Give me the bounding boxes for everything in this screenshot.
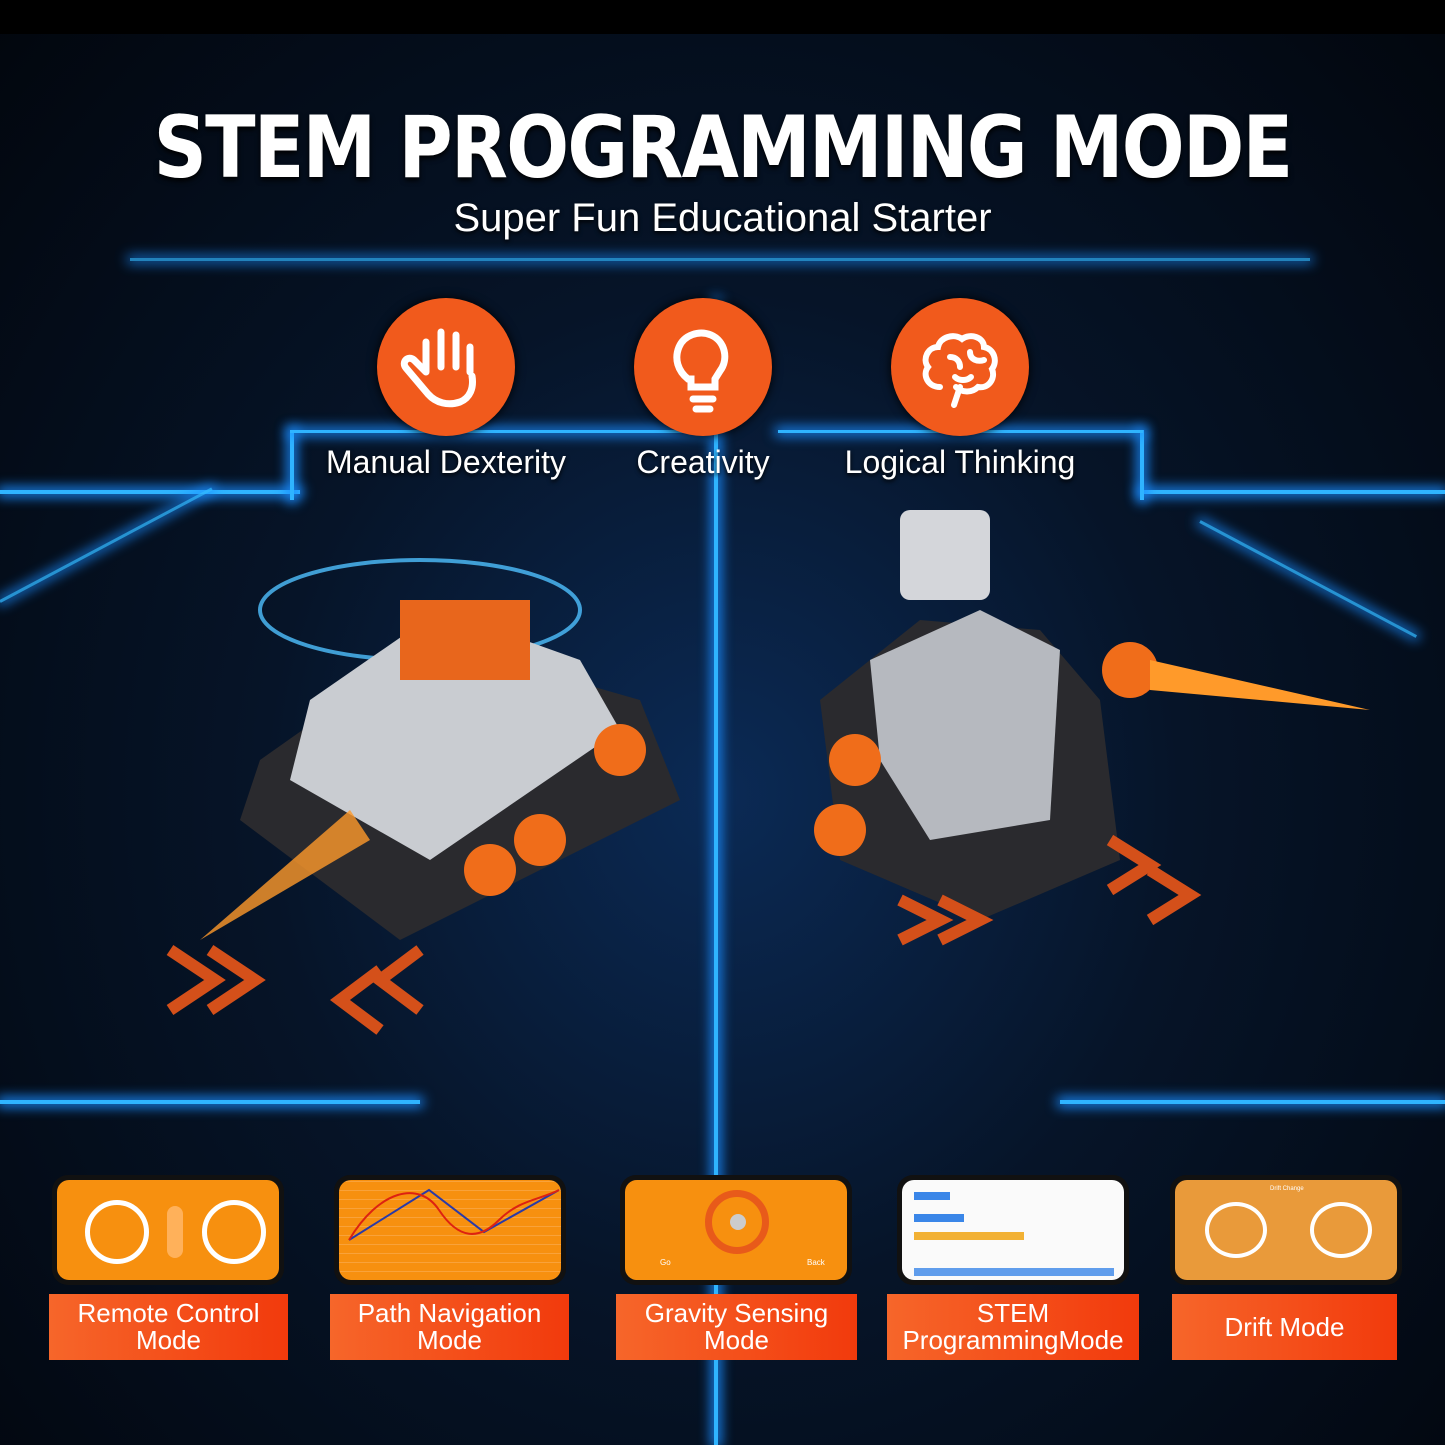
back-label: Back xyxy=(807,1258,825,1267)
page-subtitle: Super Fun Educational Starter xyxy=(453,196,992,240)
skill-creativity: Creativity xyxy=(573,298,833,481)
lightbulb-icon xyxy=(634,298,772,436)
mode-path-navigation: Path Navigation Mode xyxy=(330,1294,569,1360)
drift-change-label: Drift Change xyxy=(1270,1186,1304,1192)
drift-screen: Drift Change xyxy=(1170,1175,1402,1285)
skill-label: Creativity xyxy=(636,444,770,480)
page-title: STEM PROGRAMMING MODE xyxy=(153,98,1294,198)
hand-icon xyxy=(377,298,515,436)
stem-programming-screen xyxy=(897,1175,1129,1285)
skill-label: Logical Thinking xyxy=(844,444,1076,480)
mode-stem-programming: STEM ProgrammingMode xyxy=(887,1294,1139,1360)
robot-walker-image xyxy=(780,500,1380,970)
mode-gravity-sensing: Gravity Sensing Mode xyxy=(616,1294,857,1360)
path-navigation-screen xyxy=(334,1175,566,1285)
top-bar xyxy=(0,0,1445,34)
mode-remote-control: Remote Control Mode xyxy=(49,1294,288,1360)
mode-drift: Drift Mode xyxy=(1172,1294,1397,1360)
remote-control-screen xyxy=(52,1175,284,1285)
gravity-sensing-screen: Go Back xyxy=(620,1175,852,1285)
skill-logical-thinking: Logical Thinking xyxy=(830,298,1090,481)
tank-robot-image xyxy=(200,540,700,960)
skill-manual-dexterity: Manual Dexterity xyxy=(316,298,576,481)
chevron-arrows xyxy=(166,945,424,1035)
brain-icon xyxy=(891,298,1029,436)
go-label: Go xyxy=(660,1258,671,1267)
skill-label: Manual Dexterity xyxy=(325,444,567,480)
